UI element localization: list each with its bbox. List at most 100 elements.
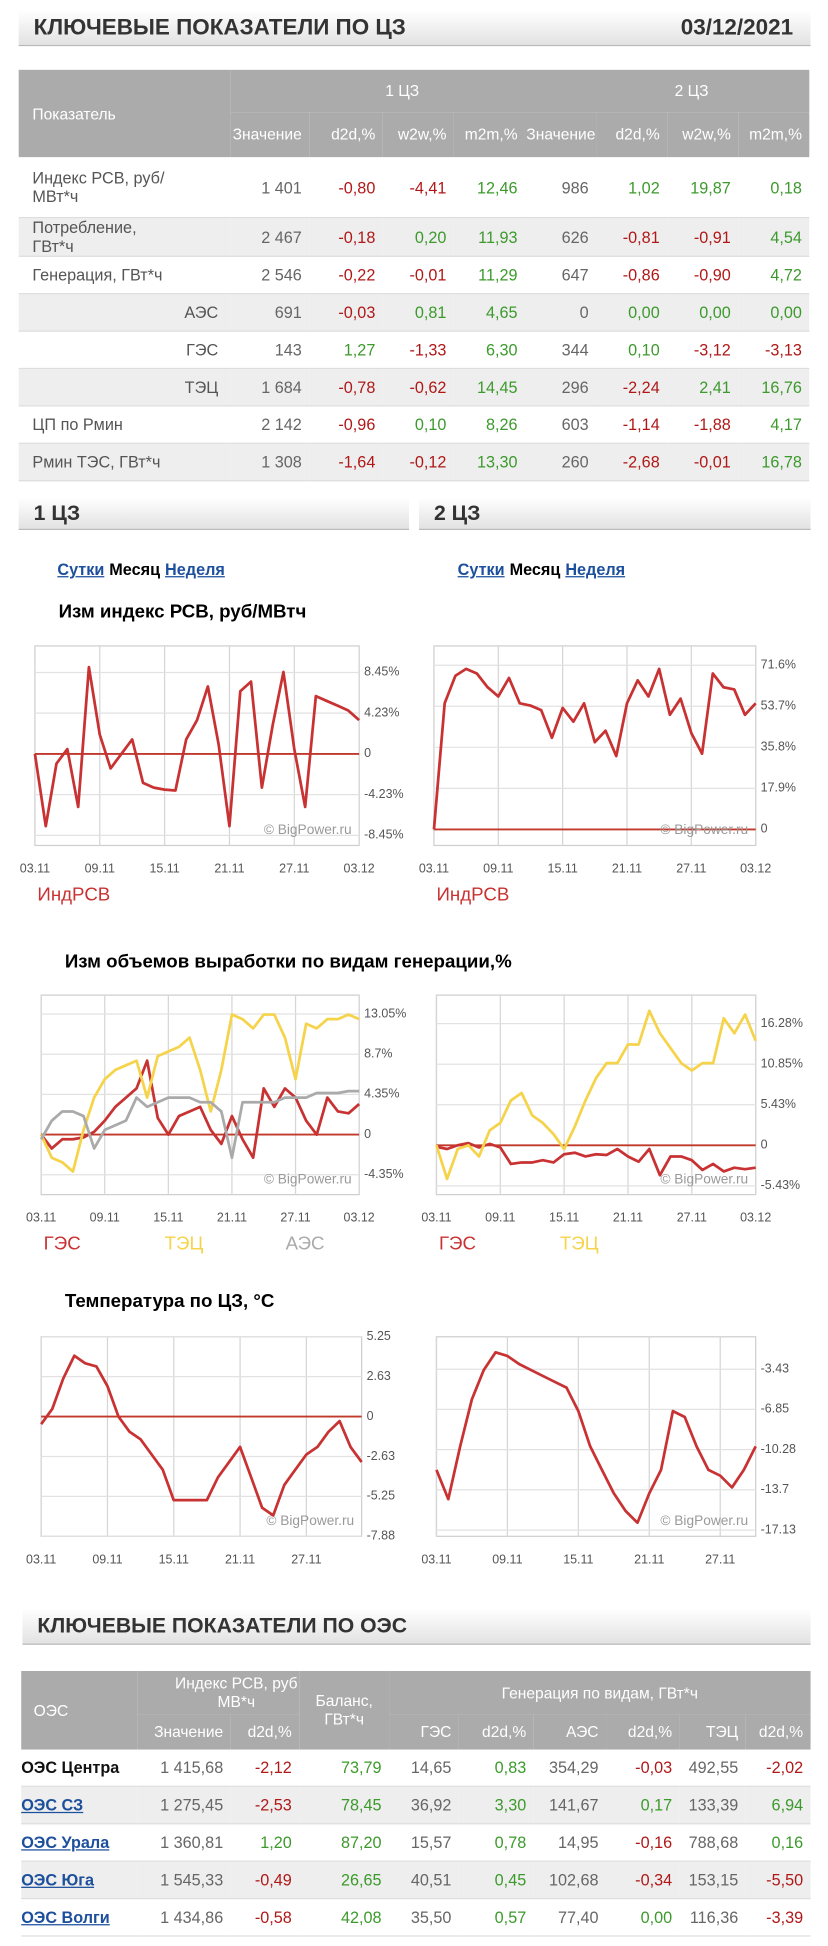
row-label: Индекс РСВ, руб/МВт*ч — [32, 168, 165, 206]
series-line — [39, 1089, 360, 1160]
y-tick-label: -10.28 — [761, 1442, 796, 1456]
charts: 03.11 09.11 15.11 21.11 27.11 03.12 8.45% 4.23%… — [20, 645, 803, 1566]
header-row: Значение d2d,% ГЭС d2d,% АЭС d2d,% ТЭЦ d2d,% — [21, 1714, 811, 1750]
x-tick-label: 09.11 — [92, 1552, 122, 1566]
y-tick-label: -6.85 — [761, 1402, 789, 1416]
cell: 1 415,68 — [137, 1749, 231, 1787]
group-header: Индекс РСВ, руб МВ*ч — [137, 1670, 300, 1715]
y-tick-label: 10.85% — [761, 1057, 803, 1071]
cell: -0,62 — [382, 368, 454, 407]
cell: 0,57 — [458, 1898, 534, 1937]
x-tick-label: 15.11 — [548, 861, 578, 875]
y-tick-label: -17.13 — [761, 1522, 796, 1536]
header-row: Показатель 1 ЦЗ 2 ЦЗ — [18, 69, 810, 158]
legend-label: АЭС — [286, 1232, 325, 1253]
legend-label: ГЭС — [44, 1232, 81, 1253]
cell: 15,57 — [389, 1823, 459, 1862]
column-header: d2d,% — [458, 1714, 534, 1750]
cell: 603 — [525, 405, 597, 444]
zone-header: 2 ЦЗ — [418, 497, 811, 530]
oes-link[interactable]: ОЭС Юга — [21, 1870, 95, 1890]
series-line — [39, 1013, 360, 1173]
oes-link[interactable]: ОЭС Урала — [21, 1833, 110, 1852]
period-link[interactable]: Сутки — [57, 559, 105, 579]
x-tick-label: 21.11 — [634, 1552, 664, 1566]
page-title: КЛЮЧЕВЫЕ ПОКАЗАТЕЛИ ПО ЦЗ — [33, 14, 406, 40]
period-link[interactable]: Неделя — [165, 559, 225, 579]
cell: 73,79 — [299, 1749, 390, 1787]
x-tick-label: 27.11 — [677, 1211, 707, 1225]
cell: -0,91 — [667, 217, 739, 257]
x-tick-label: 15.11 — [563, 1552, 593, 1566]
cell: 14,45 — [453, 368, 526, 407]
cell: 0,00 — [738, 293, 810, 332]
cell: 0,00 — [596, 293, 668, 332]
legend-label: ИндРСВ — [37, 883, 110, 904]
x-tick-label: 15.11 — [149, 861, 179, 875]
header-row: ОЭС Индекс РСВ, руб МВ*ч Баланс, ГВт*ч Гене… — [21, 1670, 811, 1750]
period-link[interactable]: Неделя — [565, 559, 626, 579]
x-tick-label: 09.11 — [85, 861, 115, 875]
cell: 1,02 — [596, 157, 668, 219]
y-tick-label: 4.35% — [364, 1087, 399, 1101]
oes-table: ОЭС Индекс РСВ, руб МВ*ч Баланс, ГВт*ч Гене… — [21, 1670, 811, 1937]
column-header: АЭС — [533, 1714, 607, 1750]
cell: 296 — [525, 368, 597, 407]
row-name-cell: ОЭС Юга — [21, 1861, 138, 1900]
cell: 344 — [525, 331, 597, 370]
oes-link[interactable]: ОЭС Волги — [21, 1907, 110, 1927]
row-label: Рмин ТЭС, ГВт*ч — [32, 452, 161, 472]
y-tick-label: 17.9% — [761, 781, 796, 795]
legend-label: ГЭС — [439, 1232, 476, 1253]
legend-label: ИндРСВ — [436, 883, 509, 904]
y-tick-label: 13.05% — [364, 1006, 406, 1020]
plot-area — [435, 1336, 757, 1537]
row-label-cell: Индекс РСВ, руб/МВт*ч — [18, 157, 231, 219]
cell: 1,20 — [230, 1823, 300, 1862]
cell: 788,68 — [679, 1823, 746, 1862]
data-row: ЦП по Рмин 2 142 -0,96 0,10 8,26 603 -1,14 -1,8… — [18, 405, 810, 444]
column-header: d2d,% — [309, 112, 383, 158]
cell: 626 — [525, 217, 597, 257]
cell: 35,50 — [389, 1898, 459, 1937]
cell: 8,26 — [453, 405, 526, 444]
oes-link[interactable]: ОЭС СЗ — [21, 1795, 84, 1815]
cell: 11,29 — [453, 256, 526, 295]
row-name-cell: ОЭС Центра — [21, 1749, 138, 1787]
column-header: ГЭС — [389, 1714, 459, 1750]
watermark: © BigPower.ru — [660, 1513, 748, 1528]
cell: -0,81 — [596, 217, 668, 257]
cell: -0,96 — [309, 405, 383, 444]
data-row: ОЭС Центра 1 415,68 -2,12 73,79 14,65 0,83 354… — [21, 1749, 811, 1787]
y-tick-label: 0 — [367, 1409, 374, 1423]
cell: 354,29 — [533, 1749, 607, 1787]
cell: 2 467 — [230, 217, 310, 257]
period-link[interactable]: Сутки — [457, 559, 505, 579]
column-header: Значение — [525, 112, 597, 158]
cell: 0,10 — [596, 331, 668, 370]
period-active: Месяц — [509, 559, 561, 579]
cell: -0,16 — [606, 1823, 680, 1862]
legend-label: ТЭЦ — [165, 1232, 204, 1253]
y-tick-label: -13.7 — [761, 1482, 789, 1496]
cell: 16,78 — [738, 443, 810, 482]
row-label-cell: АЭС — [18, 293, 231, 332]
x-tick-label: 27.11 — [279, 861, 309, 875]
x-tick-label: 27.11 — [280, 1211, 310, 1225]
header-row: Значение d2d,% w2w,% m2m,% Значение d2d,% w2w,… — [19, 112, 810, 158]
cell: 1 360,81 — [137, 1823, 231, 1862]
cell: -0,01 — [667, 443, 739, 482]
row-label: ТЭЦ — [184, 377, 219, 397]
x-tick-label: 03.12 — [344, 1211, 375, 1225]
cell: 1,27 — [309, 331, 383, 370]
column-header: d2d,% — [745, 1714, 811, 1750]
x-tick-label: 27.11 — [676, 861, 706, 875]
x-tick-label: 21.11 — [225, 1552, 255, 1566]
x-tick-label: 21.11 — [613, 1211, 643, 1225]
series-line — [436, 1141, 756, 1177]
zone-header: 1 ЦЗ — [18, 497, 410, 530]
cell: -0,22 — [309, 256, 383, 295]
cell: 4,65 — [453, 293, 526, 332]
cell: 0,18 — [738, 157, 810, 219]
